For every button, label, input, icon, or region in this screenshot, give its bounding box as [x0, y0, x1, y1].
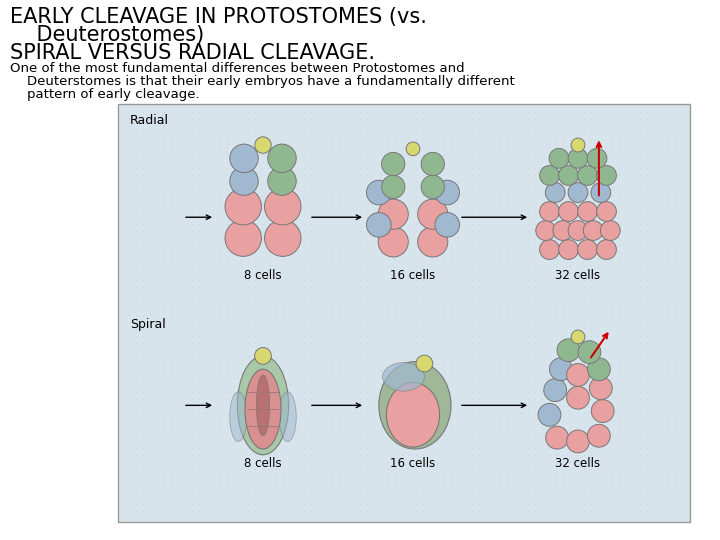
Circle shape	[416, 355, 433, 372]
Circle shape	[421, 152, 444, 176]
Ellipse shape	[238, 356, 289, 455]
Circle shape	[264, 220, 301, 256]
Circle shape	[571, 330, 585, 344]
Circle shape	[225, 220, 261, 256]
Circle shape	[378, 199, 408, 230]
Circle shape	[378, 227, 408, 257]
Circle shape	[536, 221, 556, 240]
Ellipse shape	[256, 375, 270, 436]
Text: 16 cells: 16 cells	[390, 268, 436, 281]
Text: One of the most fundamental differences between Protostomes and: One of the most fundamental differences …	[10, 62, 464, 75]
Circle shape	[418, 227, 448, 257]
Ellipse shape	[387, 382, 440, 447]
Ellipse shape	[279, 392, 296, 441]
Ellipse shape	[245, 369, 281, 449]
Text: SPIRAL VERSUS RADIAL CLEAVAGE.: SPIRAL VERSUS RADIAL CLEAVAGE.	[10, 43, 375, 63]
Circle shape	[597, 201, 616, 221]
Circle shape	[568, 221, 588, 240]
Text: Spiral: Spiral	[130, 318, 166, 331]
Text: 32 cells: 32 cells	[555, 457, 600, 470]
Circle shape	[230, 144, 258, 173]
Ellipse shape	[230, 392, 247, 441]
Circle shape	[559, 201, 578, 221]
Circle shape	[559, 240, 578, 259]
Circle shape	[539, 240, 559, 259]
Circle shape	[571, 138, 585, 152]
Circle shape	[539, 166, 559, 185]
Circle shape	[268, 167, 296, 195]
Circle shape	[577, 240, 598, 259]
Circle shape	[255, 348, 271, 364]
Circle shape	[587, 148, 607, 168]
Text: Radial: Radial	[130, 114, 169, 127]
Circle shape	[435, 213, 459, 237]
Circle shape	[557, 339, 580, 362]
Circle shape	[588, 358, 611, 381]
Circle shape	[591, 400, 614, 422]
Circle shape	[568, 183, 588, 202]
Circle shape	[366, 180, 391, 205]
Text: 32 cells: 32 cells	[555, 268, 600, 281]
Circle shape	[545, 183, 565, 202]
Circle shape	[549, 148, 569, 168]
Circle shape	[225, 188, 261, 225]
Circle shape	[588, 424, 611, 447]
Circle shape	[553, 221, 572, 240]
Text: 8 cells: 8 cells	[244, 457, 282, 470]
Ellipse shape	[379, 362, 451, 449]
Circle shape	[577, 166, 598, 185]
Circle shape	[559, 166, 578, 185]
Circle shape	[382, 152, 405, 176]
Circle shape	[406, 142, 420, 156]
Circle shape	[591, 183, 611, 202]
Circle shape	[600, 221, 620, 240]
Circle shape	[435, 180, 459, 205]
Circle shape	[568, 148, 588, 168]
Circle shape	[366, 213, 391, 237]
Circle shape	[597, 166, 616, 185]
Circle shape	[382, 175, 405, 199]
Circle shape	[538, 403, 561, 426]
Text: Deuterostomes): Deuterostomes)	[10, 25, 204, 45]
Circle shape	[577, 201, 598, 221]
Circle shape	[578, 341, 600, 363]
Text: Deuterstomes is that their early embryos have a fundamentally different: Deuterstomes is that their early embryos…	[10, 75, 515, 88]
Circle shape	[546, 426, 569, 449]
Text: 16 cells: 16 cells	[390, 457, 436, 470]
Text: pattern of early cleavage.: pattern of early cleavage.	[10, 88, 199, 101]
Bar	[118, 104, 690, 522]
Circle shape	[567, 386, 590, 409]
Ellipse shape	[382, 362, 424, 391]
Circle shape	[539, 201, 559, 221]
Circle shape	[418, 199, 448, 230]
Circle shape	[255, 137, 271, 153]
Circle shape	[264, 188, 301, 225]
Circle shape	[583, 221, 603, 240]
Circle shape	[549, 358, 572, 381]
Circle shape	[567, 430, 590, 453]
Circle shape	[590, 377, 612, 400]
Circle shape	[230, 167, 258, 195]
Text: EARLY CLEAVAGE IN PROTOSTOMES (vs.: EARLY CLEAVAGE IN PROTOSTOMES (vs.	[10, 7, 427, 27]
Circle shape	[567, 363, 590, 386]
Circle shape	[421, 175, 444, 199]
Text: 8 cells: 8 cells	[244, 268, 282, 281]
Circle shape	[597, 240, 616, 259]
Circle shape	[544, 379, 567, 402]
Circle shape	[268, 144, 296, 173]
